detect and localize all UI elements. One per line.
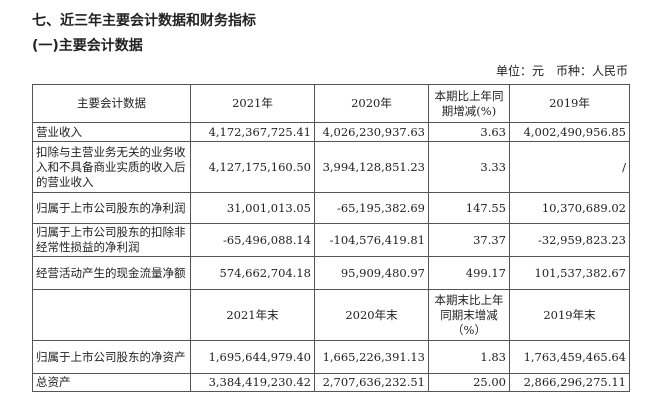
value-cell: 3,994,128,851.23 bbox=[314, 141, 429, 193]
value-cell: 95,909,480.97 bbox=[314, 256, 429, 290]
header-cell: 2019年 bbox=[509, 84, 630, 123]
table-row: 经营活动产生的现金流量净额 574,662,704.18 95,909,480.97… bbox=[32, 256, 630, 290]
value-cell: 1,763,459,465.64 bbox=[509, 340, 630, 374]
value-cell: 4,002,490,956.85 bbox=[509, 122, 630, 142]
value-cell: 4,026,230,937.63 bbox=[314, 122, 429, 142]
section-title: 七、近三年主要会计数据和财务指标 bbox=[32, 13, 256, 29]
table-row: 营业收入 4,172,367,725.41 4,026,230,937.63 3.63… bbox=[32, 122, 630, 142]
value-cell: 3.63 bbox=[428, 122, 510, 142]
header-cell: 主要会计数据 bbox=[32, 84, 191, 123]
table-row: 扣除与主营业务无关的业务收入和不具备商业实质的收入后的营业收入 4,127,175… bbox=[32, 141, 630, 193]
table-row: 总资产 3,384,419,230.42 2,707,636,232.51 25.00… bbox=[32, 373, 630, 392]
value-cell: 574,662,704.18 bbox=[190, 256, 315, 290]
value-cell: 10,370,689.02 bbox=[509, 192, 630, 224]
value-cell: 3,384,419,230.42 bbox=[190, 373, 315, 392]
header-cell: 本期末比上年同期末增减（%） bbox=[428, 289, 510, 341]
table-row: 归属于上市公司股东的净资产 1,695,644,979.40 1,665,226,3… bbox=[32, 340, 630, 374]
value-cell: -65,195,382.69 bbox=[314, 192, 429, 224]
value-cell: -104,576,419.81 bbox=[314, 223, 429, 257]
header-cell: 本期比上年同期增减(%) bbox=[428, 84, 510, 123]
value-cell: 1.83 bbox=[428, 340, 510, 374]
header-cell: 2020年 bbox=[314, 84, 429, 123]
value-cell: 147.55 bbox=[428, 192, 510, 224]
value-cell: 3.33 bbox=[428, 141, 510, 193]
value-cell: 2,707,636,232.51 bbox=[314, 373, 429, 392]
row-label: 总资产 bbox=[32, 373, 191, 392]
value-cell: 1,665,226,391.13 bbox=[314, 340, 429, 374]
value-cell: 1,695,644,979.40 bbox=[190, 340, 315, 374]
header-cell bbox=[32, 289, 191, 341]
unit-note: 单位：元 币种：人民币 bbox=[495, 64, 628, 78]
accounting-data-table: 主要会计数据 2021年 2020年 本期比上年同期增减(%) 2019年 营业收入 4,1… bbox=[32, 84, 630, 392]
header-cell: 2021年末 bbox=[190, 289, 315, 341]
row-label: 归属于上市公司股东的扣除非经常性损益的净利润 bbox=[32, 223, 191, 257]
value-cell: 31,001,013.05 bbox=[190, 192, 315, 224]
subsection-title: (一)主要会计数据 bbox=[32, 38, 143, 54]
header-cell: 2020年末 bbox=[314, 289, 429, 341]
table-row: 归属于上市公司股东的扣除非经常性损益的净利润 -65,496,088.14 -104… bbox=[32, 223, 630, 257]
value-cell: 37.37 bbox=[428, 223, 510, 257]
value-cell: 4,127,175,160.50 bbox=[190, 141, 315, 193]
value-cell: 25.00 bbox=[428, 373, 510, 392]
value-cell: 4,172,367,725.41 bbox=[190, 122, 315, 142]
value-cell: 2,866,296,275.11 bbox=[509, 373, 630, 392]
value-cell: / bbox=[509, 141, 630, 193]
row-label: 扣除与主营业务无关的业务收入和不具备商业实质的收入后的营业收入 bbox=[32, 141, 191, 193]
value-cell: -32,959,823.23 bbox=[509, 223, 630, 257]
table-header-row: 2021年末 2020年末 本期末比上年同期末增减（%） 2019年末 bbox=[32, 289, 630, 341]
value-cell: -65,496,088.14 bbox=[190, 223, 315, 257]
header-cell: 2021年 bbox=[190, 84, 315, 123]
row-label: 归属于上市公司股东的净资产 bbox=[32, 340, 191, 374]
row-label: 归属于上市公司股东的净利润 bbox=[32, 192, 191, 224]
row-label: 营业收入 bbox=[32, 122, 191, 142]
table-row: 归属于上市公司股东的净利润 31,001,013.05 -65,195,382.69… bbox=[32, 192, 630, 224]
header-cell: 2019年末 bbox=[509, 289, 630, 341]
value-cell: 101,537,382.67 bbox=[509, 256, 630, 290]
row-label: 经营活动产生的现金流量净额 bbox=[32, 256, 191, 290]
table-header-row: 主要会计数据 2021年 2020年 本期比上年同期增减(%) 2019年 bbox=[32, 84, 630, 123]
value-cell: 499.17 bbox=[428, 256, 510, 290]
